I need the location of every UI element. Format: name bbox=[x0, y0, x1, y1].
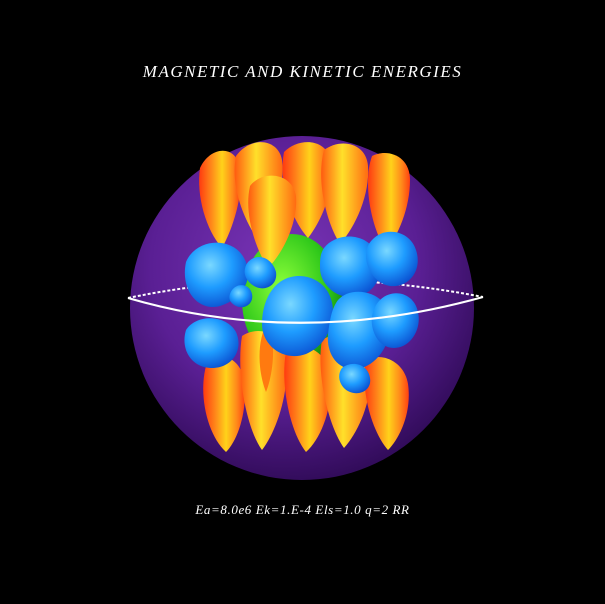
magnetic-energy-isosurface bbox=[199, 142, 410, 452]
simulation-parameters: Ea=8.0e6 Ek=1.E-4 Els=1.0 q=2 RR bbox=[195, 502, 410, 517]
figure-title: MAGNETIC AND KINETIC ENERGIES bbox=[142, 62, 463, 81]
equator-ring-front bbox=[127, 295, 484, 324]
kinetic-energy-isosurface bbox=[184, 231, 419, 394]
